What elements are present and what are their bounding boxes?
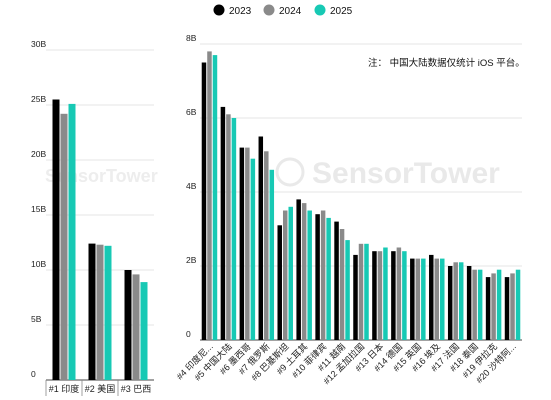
bar-2024 [96,244,104,380]
y-tick-label: 10B [31,259,46,269]
legend-label-2024: 2024 [279,6,302,17]
legend-marker-2024 [263,4,275,16]
bar-2023 [315,214,320,340]
legend-label-2025: 2025 [330,6,353,17]
bar-2025 [345,240,350,340]
bar-2025 [326,217,331,340]
bar-2024 [510,273,515,340]
bar-2023 [334,221,339,340]
bar-2023 [447,266,453,340]
bar-2025 [402,251,407,340]
bar-2023 [353,254,358,340]
bar-2024 [245,147,250,340]
chart-panel-top3: 0 5B 10B 15B 20B 25B 30B #1 印度 #2 美国 #3 巴西 [31,39,154,396]
y-tick-label: 30B [31,39,46,49]
bar-2023 [391,251,396,340]
bar-2024 [207,51,212,341]
bar-2024 [132,274,140,380]
x-category-label: #2 美国 [85,383,116,394]
bar-2023 [201,62,207,340]
bar-2024 [396,247,402,340]
bar-2024 [491,273,496,340]
bar-2024 [320,210,326,340]
bar-2024 [377,251,383,340]
bar-2025 [68,103,76,381]
bar-2025 [421,258,426,340]
bar-2024 [226,114,231,340]
bar-2023 [372,251,377,340]
bar-2024 [472,269,477,340]
bar-2025 [250,158,256,340]
bar-2025 [307,210,312,340]
y-tick-label: 6B [186,107,197,117]
bar-2025 [383,247,388,340]
bar-2024 [415,258,421,340]
bar-2024 [301,203,307,340]
watermark-logo-icon [275,157,305,187]
y-tick-label: 0 [31,369,36,379]
bar-2025 [496,269,502,340]
bar-2024 [434,258,440,340]
bar-2024 [282,210,288,340]
bar-2023 [124,270,132,380]
bar-2025 [212,55,218,340]
bar-2023 [296,199,301,340]
bar-2025 [515,269,521,340]
bar-2024 [453,262,458,340]
y-tick-label: 15B [31,204,46,214]
bar-2025 [364,243,369,340]
bar-2023 [52,99,60,380]
legend-label-2023: 2023 [229,6,252,17]
bar-2025 [477,269,483,340]
bar-2025 [288,206,293,340]
y-tick-label: 5B [31,314,42,324]
bar-2025 [269,169,275,340]
bar-2025 [231,118,237,340]
y-tick-label: 8B [186,33,197,43]
bar-2023 [410,258,415,340]
legend-marker-2023 [213,4,225,16]
bar-2023 [466,266,472,340]
bar-2024 [358,243,364,340]
y-tick-label: 20B [31,149,46,159]
bar-2024 [339,229,345,340]
bar-2023 [88,243,96,380]
bar-2025 [458,262,464,340]
bar-2024 [264,151,269,340]
chart-note: 注： 中国大陆数据仅统计 iOS 平台。 [368,57,525,69]
bar-2023 [239,147,245,340]
bar-2025 [440,258,445,340]
x-category-label: #3 巴西 [121,384,152,394]
y-tick-label: 25B [31,94,46,104]
bar-2023 [277,225,282,340]
legend: 2023 2024 2025 [213,4,353,17]
bar-2023 [504,277,510,340]
bar-2024 [60,113,68,381]
bar-2023 [258,136,264,340]
legend-marker-2025 [314,4,326,16]
y-tick-label: 0 [186,329,191,339]
x-category-label: #1 印度 [49,383,80,394]
watermark-right: SensorTower [312,157,500,190]
bar-2023 [429,254,434,340]
y-tick-label: 2B [186,255,197,265]
bar-2025 [104,245,112,380]
bar-2023 [485,277,491,340]
y-tick-label: 4B [186,181,197,191]
bar-2025 [140,282,148,380]
bar-2023 [220,106,226,341]
